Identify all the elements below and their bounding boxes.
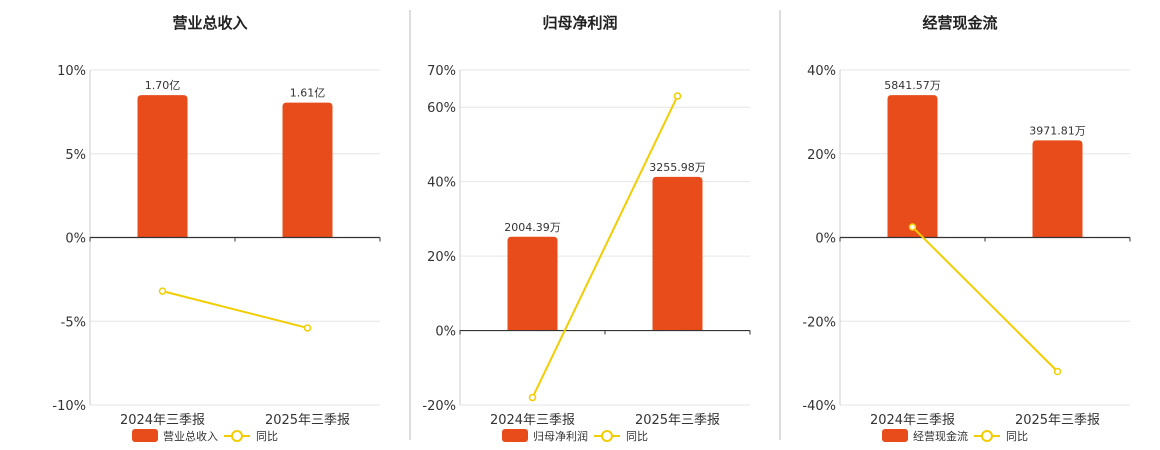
y-tick-label: 40%	[427, 176, 456, 191]
line-series	[162, 290, 308, 329]
bar	[507, 236, 558, 331]
y-tick-label: 0%	[65, 232, 86, 247]
legend-line-marker	[981, 430, 993, 442]
legend-line-marker	[231, 430, 243, 442]
legend-line-label: 同比	[1006, 430, 1028, 443]
bar-data-label: 3971.81万	[1029, 124, 1086, 137]
y-tick-label: -10%	[52, 399, 86, 414]
chart-title: 营业总收入	[172, 14, 247, 32]
x-category-label: 2024年三季报	[120, 413, 205, 428]
y-tick-label: 0%	[815, 232, 836, 247]
bar-data-label: 5841.57万	[884, 79, 941, 92]
x-category-label: 2024年三季报	[490, 413, 575, 428]
line-point	[673, 92, 682, 100]
chart-title: 经营现金流	[922, 14, 997, 32]
legend-line-label: 同比	[626, 430, 648, 443]
y-tick-label: 10%	[57, 64, 86, 79]
legend-bar-label: 归母净利润	[533, 429, 588, 443]
y-tick-label: 70%	[427, 64, 456, 79]
bar-data-label: 3255.98万	[649, 161, 706, 174]
legend-bar-swatch	[882, 429, 908, 442]
y-tick-label: 0%	[435, 325, 456, 340]
line-point	[158, 287, 167, 295]
line-point	[908, 223, 917, 231]
y-tick-label: -20%	[422, 399, 456, 414]
y-tick-label: -20%	[802, 315, 836, 330]
bar	[137, 95, 188, 238]
y-tick-label: 60%	[427, 101, 456, 116]
x-category-label: 2024年三季报	[870, 413, 955, 428]
bar	[652, 176, 703, 331]
y-tick-label: 40%	[807, 64, 836, 79]
bar-data-label: 1.70亿	[145, 79, 181, 92]
x-category-label: 2025年三季报	[1015, 413, 1100, 428]
y-tick-label: 20%	[427, 250, 456, 265]
legend-bar-label: 经营现金流	[913, 429, 968, 443]
y-tick-label: 20%	[807, 148, 836, 163]
legend-bar-swatch	[502, 429, 528, 442]
x-category-label: 2025年三季报	[265, 413, 350, 428]
bar	[1032, 140, 1083, 238]
legend-bar-label: 营业总收入	[163, 429, 218, 443]
line-point	[303, 324, 312, 332]
chart-panel-1: 营业总收入 10% 5% 0% -5% -10% 1.70亿 1.61亿 2024年三季报 202…	[52, 14, 381, 443]
bar	[887, 95, 938, 238]
line-point	[528, 393, 537, 402]
chart-title: 归母净利润	[542, 14, 617, 32]
x-category-label: 2025年三季报	[635, 413, 720, 428]
bar-data-label: 2004.39万	[504, 221, 561, 234]
line-series	[531, 95, 679, 398]
y-tick-label: -40%	[802, 399, 836, 414]
line-point	[1053, 367, 1062, 376]
bar	[282, 102, 333, 238]
bar-data-label: 1.61亿	[290, 87, 326, 100]
legend-line-marker	[601, 430, 613, 442]
y-tick-label: 5%	[65, 148, 86, 163]
legend-bar-swatch	[132, 429, 158, 442]
y-tick-label: -5%	[61, 315, 86, 330]
line-series	[911, 226, 1059, 373]
legend-line-label: 同比	[256, 430, 278, 443]
chart-panel-2: 归母净利润 70% 60% 40% 20% 0% -20% 2004.39万 3255.98万 2…	[422, 14, 751, 443]
chart-panel-3: 经营现金流 40% 20% 0% -20% -40% 5841.57万 3971.81万 202…	[802, 14, 1131, 443]
